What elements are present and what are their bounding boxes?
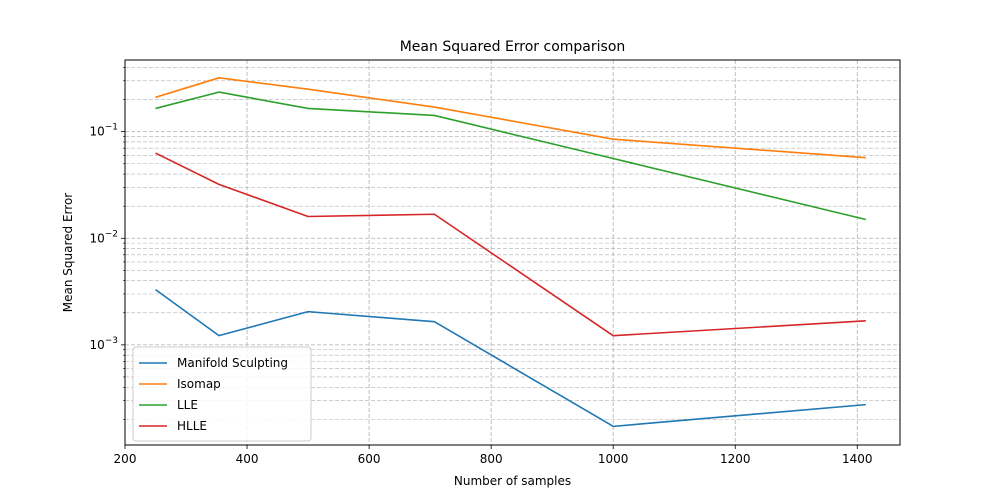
series-line-hlle — [155, 152, 866, 337]
y-tick-base: 10 — [89, 125, 104, 139]
series-line-isomap — [155, 77, 866, 159]
y-tick-exponent: −2 — [105, 229, 118, 239]
y-tick-base: 10 — [89, 231, 104, 245]
x-tick-label: 200 — [114, 452, 137, 466]
x-tick-label: 600 — [358, 452, 381, 466]
legend-box — [132, 346, 312, 442]
y-tick-label: 10−2 — [89, 229, 118, 245]
x-tick-label: 1400 — [842, 452, 873, 466]
series-line-lle — [155, 91, 867, 221]
y-tick-base: 10 — [89, 338, 104, 352]
legend-label: Isomap — [177, 377, 221, 391]
series-line-manifold-sculpting — [155, 288, 866, 428]
y-tick-exponent: −3 — [105, 336, 118, 346]
x-axis-title: Number of samples — [454, 474, 571, 488]
x-tick-label: 800 — [480, 452, 503, 466]
y-tick-label: 10−3 — [89, 336, 118, 352]
x-tick-label: 1000 — [598, 452, 629, 466]
chart-title: Mean Squared Error comparison — [400, 39, 626, 55]
legend-label: LLE — [177, 398, 198, 412]
x-tick-label: 1200 — [720, 452, 751, 466]
y-tick-label: 10−1 — [89, 123, 118, 139]
y-tick-exponent: −1 — [105, 123, 118, 133]
plot-frame — [124, 59, 901, 446]
legend-label: Manifold Sculpting — [177, 356, 288, 370]
legend: Manifold Sculpting Isomap LLE HLLE — [132, 346, 312, 442]
y-axis-title: Mean Squared Error — [61, 193, 75, 313]
x-tick-label: 400 — [236, 452, 259, 466]
series-lines — [155, 77, 867, 428]
legend-label: HLLE — [177, 419, 207, 433]
